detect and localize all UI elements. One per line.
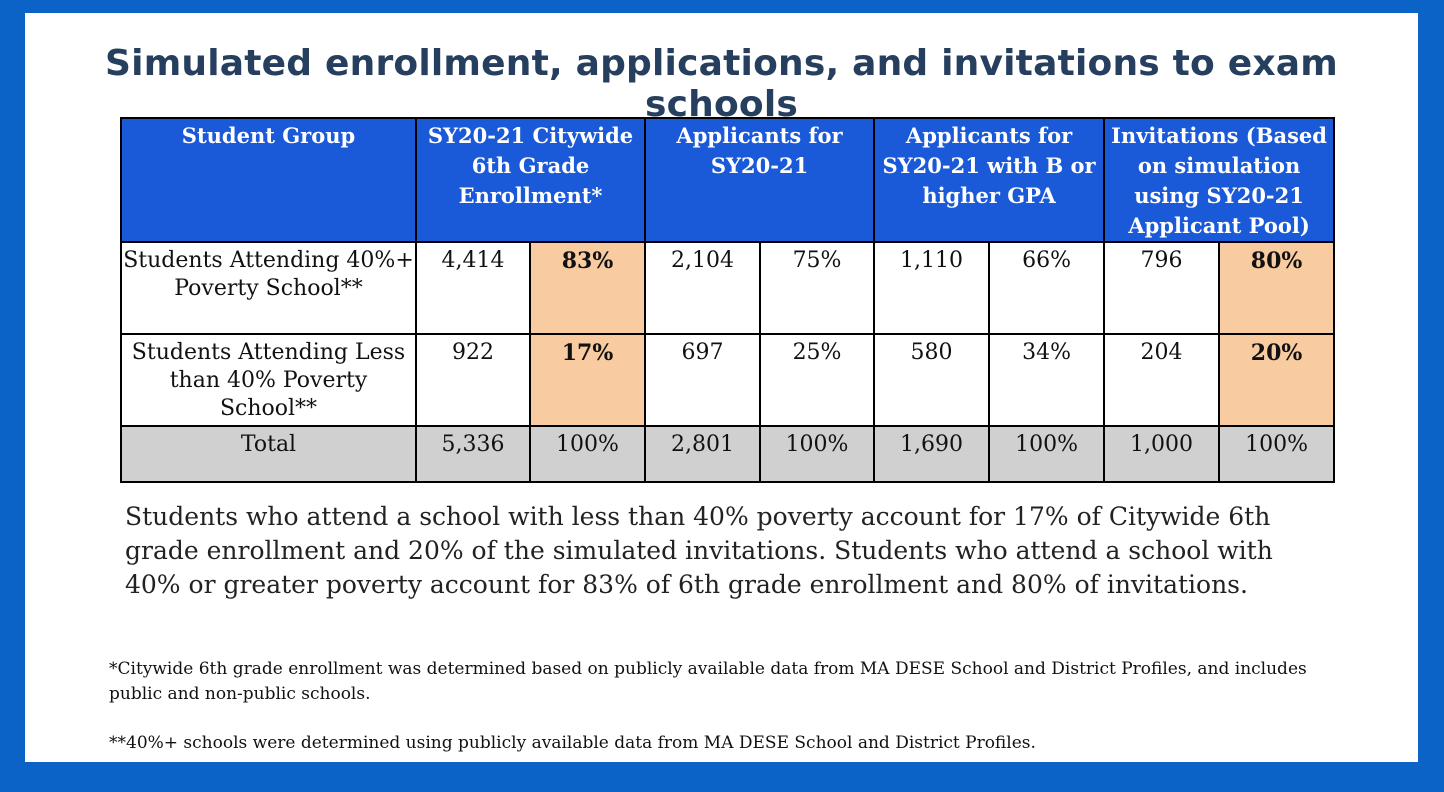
gpa-applicants-count: 580 (873, 333, 991, 427)
table-row: Students Attending Less than 40% Poverty… (120, 333, 1336, 427)
applicants-count: 2,801 (644, 425, 762, 483)
applicants-percent: 100% (759, 425, 876, 483)
slide-title: Simulated enrollment, applications, and … (105, 43, 1338, 125)
row-group-label: Students Attending 40%+ Poverty School** (120, 241, 417, 335)
applicants-count: 697 (644, 333, 762, 427)
slide: Simulated enrollment, applications, and … (25, 13, 1418, 762)
gpa-applicants-count: 1,690 (873, 425, 991, 483)
header-applicants: Applicants for SY20-21 (644, 117, 876, 243)
enrollment-percent: 83% (528, 241, 647, 335)
gpa-applicants-percent: 66% (988, 241, 1106, 335)
enrollment-count: 4,414 (415, 241, 531, 335)
enrollment-percent: 17% (528, 333, 647, 427)
applicants-count: 2,104 (644, 241, 762, 335)
enrollment-table: Student Group SY20-21 Citywide 6th Grade… (120, 117, 1336, 483)
gpa-applicants-percent: 100% (988, 425, 1106, 483)
invitations-count: 796 (1103, 241, 1221, 335)
footnote-poverty: **40%+ schools were determined using pub… (109, 733, 1036, 753)
invitations-percent: 20% (1218, 333, 1336, 427)
gpa-applicants-count: 1,110 (873, 241, 991, 335)
invitations-count: 204 (1103, 333, 1221, 427)
invitations-percent: 100% (1218, 425, 1336, 483)
table-header-row: Student Group SY20-21 Citywide 6th Grade… (120, 117, 1336, 243)
enrollment-count: 922 (415, 333, 531, 427)
header-enrollment: SY20-21 Citywide 6th Grade Enrollment* (414, 117, 647, 243)
header-applicants-gpa: Applicants for SY20-21 with B or higher … (873, 117, 1106, 243)
invitations-percent: 80% (1218, 241, 1336, 335)
header-student-group: Student Group (120, 117, 417, 243)
invitations-count: 1,000 (1103, 425, 1221, 483)
header-invitations: Invitations (Based on simulation using S… (1103, 117, 1336, 243)
enrollment-count: 5,336 (415, 425, 531, 483)
enrollment-percent: 100% (528, 425, 647, 483)
row-group-label: Total (120, 425, 417, 483)
applicants-percent: 25% (759, 333, 876, 427)
table-total-row: Total 5,336 100% 2,801 100% 1,690 100% 1… (120, 425, 1336, 483)
row-group-label: Students Attending Less than 40% Poverty… (120, 333, 417, 427)
applicants-percent: 75% (759, 241, 876, 335)
summary-paragraph: Students who attend a school with less t… (125, 502, 1273, 599)
gpa-applicants-percent: 34% (988, 333, 1106, 427)
table-row: Students Attending 40%+ Poverty School**… (120, 241, 1336, 335)
footnote-enrollment: *Citywide 6th grade enrollment was deter… (109, 659, 1307, 704)
